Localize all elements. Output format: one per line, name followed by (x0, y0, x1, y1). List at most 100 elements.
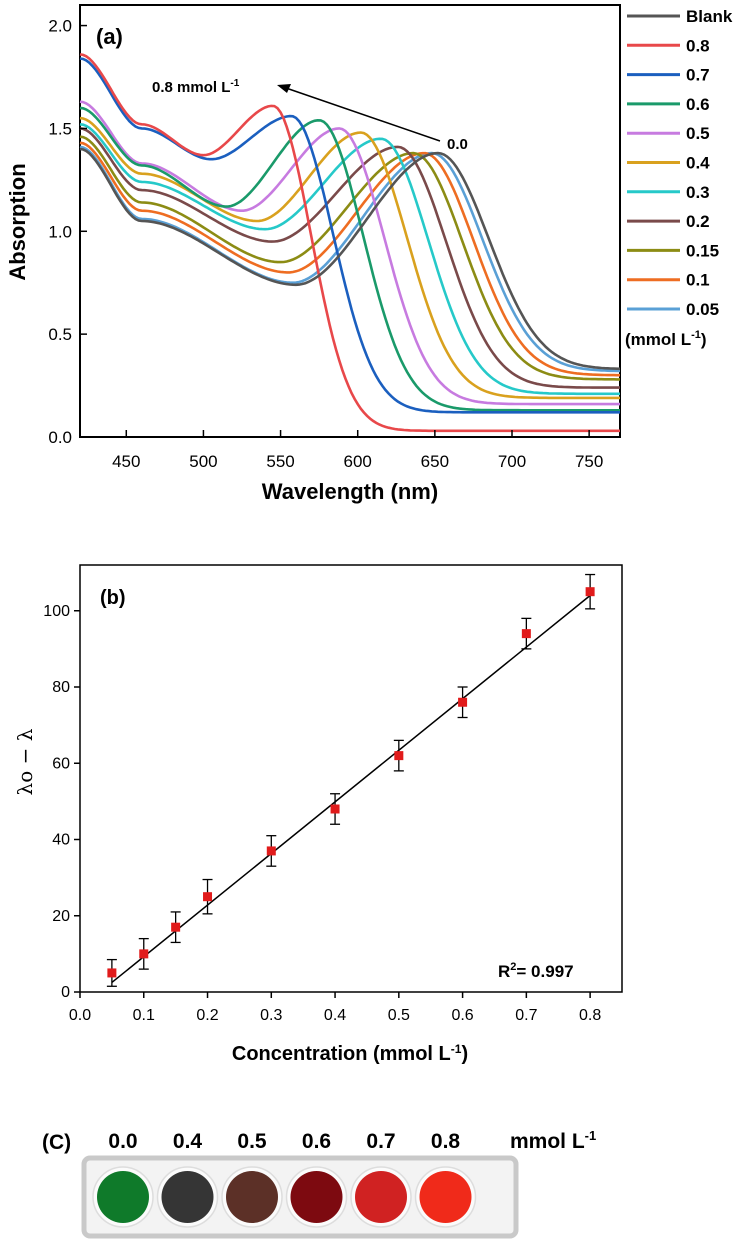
panel-a-x-tick-label: 550 (266, 452, 294, 471)
legend-units-label: (mmol L-1) (625, 329, 707, 349)
panel-b-fit-line (111, 594, 591, 984)
panel-b-y-tick-label: 20 (52, 908, 70, 925)
panel-a-y-tick-label: 1.5 (48, 119, 72, 138)
well-0.8 (419, 1171, 472, 1223)
well-label-0.7: 0.7 (366, 1130, 395, 1153)
spectrum-curve-Blank (79, 147, 621, 371)
data-point (394, 751, 404, 761)
annotation-start-label: 0.8 mmol L-1 (152, 78, 240, 96)
panel-a-y-tick-label: 0.0 (48, 428, 72, 447)
panel-a-absorption-chart: 450 500 550 600 650 700 750 0.0 0.5 1.0 1.5 2.0 (a… (5, 4, 733, 504)
panel-b-x-tick-label: 0.5 (388, 1007, 410, 1024)
well-label-0.5: 0.5 (237, 1130, 267, 1153)
legend-label-0.3: 0.3 (686, 183, 710, 202)
annotation-arrow-line (285, 87, 441, 142)
panel-a-frame (79, 4, 621, 438)
data-point (171, 922, 181, 932)
panel-a-y-tick-label: 2.0 (48, 17, 72, 36)
data-point (458, 697, 468, 707)
panel-b-y-tick-label: 60 (52, 755, 70, 772)
panel-b-x-tick-label: 0.2 (196, 1007, 218, 1024)
data-point (266, 846, 276, 856)
legend-label-0.6: 0.6 (686, 95, 710, 114)
legend-label-0.2: 0.2 (686, 212, 710, 231)
panel-a-x-tick-label: 600 (344, 452, 372, 471)
well-label-0.6: 0.6 (302, 1130, 331, 1153)
spectrum-curve-0.05 (79, 145, 621, 373)
panel-b-y-tick-label: 0 (61, 984, 70, 1001)
spectrum-curve-0.4 (79, 116, 620, 400)
spectrum-curve-0.2 (79, 127, 620, 389)
spectrum-curve-0.7 (79, 57, 620, 414)
panel-b-x-tick-label: 0.1 (133, 1007, 155, 1024)
well-0.5 (226, 1171, 278, 1223)
panel-b-x-tick-label: 0.7 (515, 1007, 537, 1024)
panel-a-x-ticks: 450 500 550 600 650 700 750 (112, 430, 603, 471)
panel-a-y-ticks: 0.0 0.5 1.0 1.5 2.0 (48, 17, 87, 447)
panel-a-y-tick-label: 0.5 (48, 325, 72, 344)
panel-a-ylabel: Absorption (5, 163, 30, 280)
well-row: 0.0 0.4 0.5 0.6 0.7 0.8 (92, 1130, 477, 1228)
data-point (521, 629, 531, 639)
panel-b-x-tick-label: 0.8 (579, 1007, 601, 1024)
legend-label-0.7: 0.7 (686, 66, 710, 85)
panel-a-curves (79, 53, 621, 433)
panel-b-label: (b) (100, 587, 126, 609)
annotation-arrow-head (277, 84, 291, 93)
spectrum-curve-0.1 (79, 141, 620, 377)
data-point (330, 804, 340, 814)
panel-a-xlabel: Wavelength (nm) (262, 479, 438, 504)
legend-label-0.15: 0.15 (686, 241, 719, 260)
panel-b-x-tick-label: 0.0 (69, 1007, 91, 1024)
annotation-end-label: 0.0 (447, 136, 468, 153)
well-0.7 (355, 1171, 407, 1223)
panel-b-x-tick-label: 0.6 (451, 1007, 473, 1024)
r-squared-label: R2= 0.997 (498, 961, 574, 981)
panel-b-y-tick-label: 100 (43, 603, 70, 620)
data-point (139, 949, 149, 959)
well-0.0 (97, 1171, 149, 1223)
legend-label-0.5: 0.5 (686, 124, 710, 143)
legend-label-0.05: 0.05 (686, 300, 719, 319)
legend-label-0.1: 0.1 (686, 271, 710, 290)
spectrum-curve-0.6 (79, 106, 620, 412)
panel-b-points (106, 573, 596, 987)
panel-b-xlabel: Concentration (mmol L-1) (232, 1042, 468, 1065)
panel-a-x-tick-label: 700 (498, 452, 526, 471)
panel-b-x-tick-label: 0.4 (324, 1007, 346, 1024)
panel-a-x-tick-label: 450 (112, 452, 140, 471)
panel-b-y-tick-label: 80 (52, 679, 70, 696)
panel-c-label: (C) (42, 1131, 71, 1154)
data-point (585, 587, 595, 597)
panel-c-well-plate: (C) 0.0 0.4 0.5 0.6 0.7 0.8 mmol L-1 (42, 1128, 596, 1239)
panel-a-x-tick-label: 650 (421, 452, 449, 471)
well-label-0.0: 0.0 (108, 1130, 137, 1153)
panel-b-ylabel: λo − λ (13, 728, 37, 795)
panel-a-legend: Blank 0.8 0.7 0.6 0.5 0.4 0.3 0.2 0.15 0.1 0.05 (627, 7, 733, 319)
well-label-0.4: 0.4 (173, 1130, 203, 1153)
panel-b-linear-fit-chart: 0.0 0.1 0.2 0.3 0.4 0.5 0.6 0.7 0.8 0 20 40 60 80 100… (13, 564, 623, 1065)
panel-b-y-ticks: 0 20 40 60 80 100 (43, 603, 80, 1001)
panel-b-frame (79, 564, 623, 993)
panel-a-x-tick-label: 500 (189, 452, 217, 471)
well-0.6 (290, 1171, 343, 1223)
well-0.4 (161, 1171, 214, 1223)
panel-b-y-tick-label: 40 (52, 832, 70, 849)
legend-label-0.8: 0.8 (686, 36, 710, 55)
panel-a-y-tick-label: 1.0 (48, 222, 72, 241)
legend-label-Blank: Blank (686, 7, 733, 26)
spectrum-curve-0.8 (79, 53, 620, 433)
data-point (107, 968, 117, 978)
spectrum-curve-0.15 (79, 135, 620, 381)
panel-b-x-ticks: 0.0 0.1 0.2 0.3 0.4 0.5 0.6 0.7 0.8 (69, 992, 601, 1024)
panel-a-label: (a) (96, 24, 123, 49)
panel-a-x-tick-label: 750 (575, 452, 603, 471)
spectrum-curve-0.3 (79, 123, 620, 396)
legend-label-0.4: 0.4 (686, 154, 710, 173)
spectrum-curve-0.5 (79, 100, 620, 406)
well-label-0.8: 0.8 (431, 1130, 461, 1153)
linear-fit-line (111, 594, 591, 984)
panel-b-x-tick-label: 0.3 (260, 1007, 282, 1024)
wells-unit-label: mmol L-1 (510, 1128, 596, 1153)
